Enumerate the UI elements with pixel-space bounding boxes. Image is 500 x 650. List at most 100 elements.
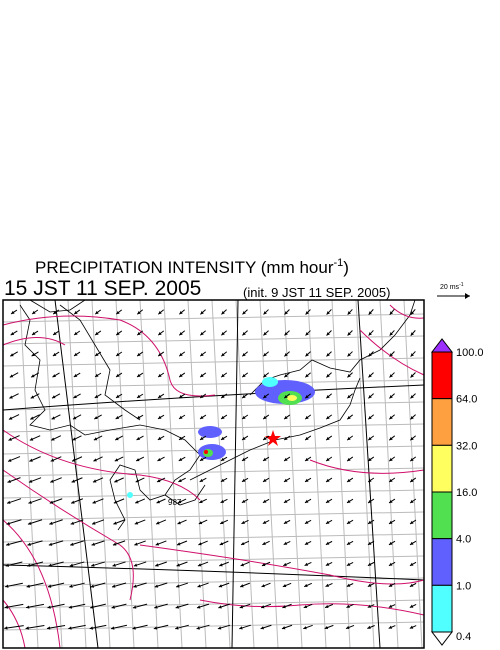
colorbar-segment xyxy=(431,491,453,540)
wind-arrow-head xyxy=(112,542,117,546)
rain-area xyxy=(287,395,297,401)
wind-arrow-head xyxy=(368,311,372,315)
wind-arrow-head xyxy=(368,457,372,462)
isobar xyxy=(2,337,66,346)
wind-arrow-head xyxy=(9,395,13,399)
wind-arrow-head xyxy=(219,563,223,567)
wind-arrow-head xyxy=(154,584,159,588)
grid-line xyxy=(2,335,425,345)
isobars xyxy=(2,304,425,649)
grid-line xyxy=(2,357,425,367)
wind-arrow-head xyxy=(177,521,181,525)
isobar xyxy=(2,469,134,601)
wind-arrow-head xyxy=(26,584,30,588)
colorbar-segment xyxy=(431,351,453,400)
wind-arrow-head xyxy=(111,626,115,630)
wind-arrow-head xyxy=(388,562,393,566)
wind-arrow-head xyxy=(219,542,224,546)
wind-arrow-head xyxy=(368,415,372,420)
wind-arrow-head xyxy=(263,353,267,357)
coast xyxy=(29,299,86,313)
wind-arrow-head xyxy=(113,521,117,525)
wind-arrow-head xyxy=(347,395,351,399)
isobar xyxy=(359,329,425,376)
wind-arrow-head xyxy=(263,394,267,399)
wind-arrow-head xyxy=(116,310,120,315)
wind-arrow-head xyxy=(158,394,162,398)
wind-arrow-head xyxy=(281,626,286,630)
isobar xyxy=(2,599,26,649)
wind-arrow-head xyxy=(135,479,140,483)
isobar xyxy=(2,315,216,397)
wind-arrow-head xyxy=(94,416,98,420)
wind-arrow-head xyxy=(367,604,372,608)
wind-arrow-head xyxy=(7,500,11,504)
title-text: PRECIPITATION INTENSITY (mm hour xyxy=(35,258,334,277)
wind-arrow-head xyxy=(217,626,222,630)
wind-arrow-head xyxy=(367,625,371,629)
wind-arrow-head xyxy=(410,353,414,357)
grid-line xyxy=(139,299,159,649)
grid-line xyxy=(163,299,183,649)
wind-arrow-head xyxy=(389,520,393,524)
wind-arrow-head xyxy=(284,311,288,315)
wind-arrow-head xyxy=(325,541,330,545)
wind-arrow-head xyxy=(90,605,94,609)
wind-arrow-head xyxy=(325,562,330,566)
wind-arrow-head xyxy=(26,605,30,609)
wind-arrow-head xyxy=(112,563,116,567)
wind-arrow-head xyxy=(221,394,225,399)
wind-arrow-head xyxy=(326,374,330,378)
wind-arrow-head xyxy=(94,394,99,398)
wind-arrow-head xyxy=(70,521,75,525)
wind-arrow-head xyxy=(284,415,288,420)
map-bg xyxy=(3,300,424,648)
wind-arrow-head xyxy=(95,373,99,377)
wind-arrow-head xyxy=(346,604,350,608)
wind-arrow-head xyxy=(132,605,137,609)
wind-arrow-head xyxy=(221,311,225,315)
wind-arrow-head xyxy=(30,395,35,399)
wind-arrow-head xyxy=(90,584,95,588)
wind-arrow-head xyxy=(200,311,204,315)
wind-arrow-head xyxy=(346,583,351,587)
wind-arrow-head xyxy=(68,626,72,630)
wind-arrow-head xyxy=(242,394,246,399)
wind-arrow-head xyxy=(134,542,138,546)
rain-area xyxy=(127,492,133,498)
wind-arrow-head xyxy=(242,415,246,419)
wind-arrow-head xyxy=(368,353,372,357)
wind-arrow-head xyxy=(10,353,14,357)
wind-arrow-head xyxy=(347,311,351,315)
wind-arrow-head xyxy=(389,311,393,315)
wind-arrow-head xyxy=(157,436,162,440)
wind-arrow-head xyxy=(136,436,141,440)
wind-arrow-head xyxy=(51,437,55,441)
grid-line xyxy=(331,299,351,649)
wind-arrow-head xyxy=(10,332,15,336)
wind-scale-text: 20 ms xyxy=(440,284,460,291)
wind-arrow-head xyxy=(115,437,119,441)
wind-arrow-head xyxy=(241,520,245,524)
wind-arrow-head xyxy=(52,374,56,378)
colorbar-label: 32.0 xyxy=(456,440,477,452)
grid-line xyxy=(2,401,425,411)
wind-arrow-head xyxy=(326,436,330,441)
wind-arrow-head xyxy=(241,478,246,482)
wind-arrow-head xyxy=(153,626,158,630)
wind-arrow-head xyxy=(7,458,12,462)
wind-arrow-head xyxy=(158,331,162,336)
wind-arrow-head xyxy=(305,457,309,461)
wind-arrow-head xyxy=(114,458,119,462)
wind-arrow-head xyxy=(197,584,201,588)
wind-arrow-head xyxy=(221,436,225,440)
colorbar-segment xyxy=(431,538,453,586)
isobar xyxy=(199,599,425,616)
wind-arrow-head xyxy=(388,604,393,608)
wind-arrow-head xyxy=(305,353,309,357)
wind-arrow-head xyxy=(241,499,246,503)
wind-arrow-head xyxy=(389,353,393,357)
wind-arrow-head xyxy=(221,373,225,378)
wind-arrow-head xyxy=(137,331,141,336)
